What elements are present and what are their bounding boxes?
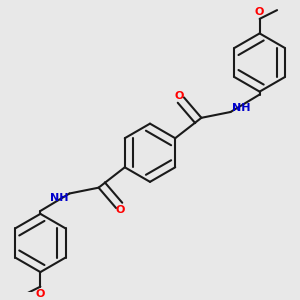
Text: NH: NH — [232, 103, 250, 112]
Text: NH: NH — [50, 193, 68, 203]
Text: O: O — [116, 205, 125, 214]
Text: O: O — [255, 7, 264, 16]
Text: O: O — [175, 91, 184, 101]
Text: O: O — [36, 289, 45, 299]
